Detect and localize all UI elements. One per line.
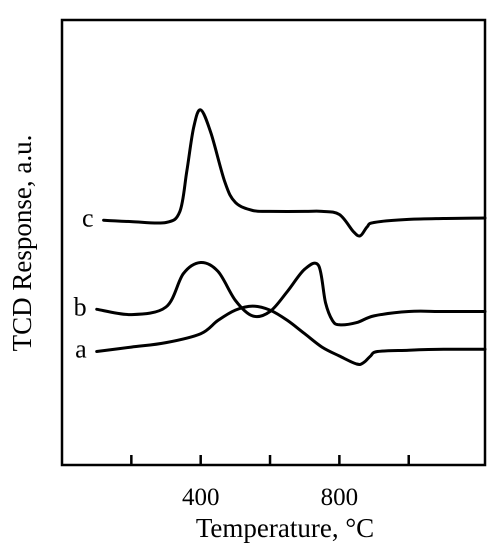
series-b-line	[95, 260, 487, 327]
x-axis-tick-labels: 400 800	[182, 484, 358, 511]
x-axis-title: Temperature, °C	[196, 513, 374, 543]
series-curves	[95, 108, 487, 366]
x-tick-label-800: 800	[321, 484, 359, 511]
series-b-label: b	[74, 292, 87, 321]
plot-frame	[60, 18, 487, 467]
series-a-label: a	[75, 335, 87, 364]
series-labels: ab c	[74, 203, 94, 363]
y-axis-title: TCD Response, a.u.	[7, 135, 37, 352]
series-c-line	[102, 108, 487, 238]
series-c-label: c	[82, 203, 94, 232]
x-axis-ticks	[130, 455, 410, 465]
x-tick-label-400: 400	[182, 484, 220, 511]
series-a-line	[95, 304, 487, 366]
